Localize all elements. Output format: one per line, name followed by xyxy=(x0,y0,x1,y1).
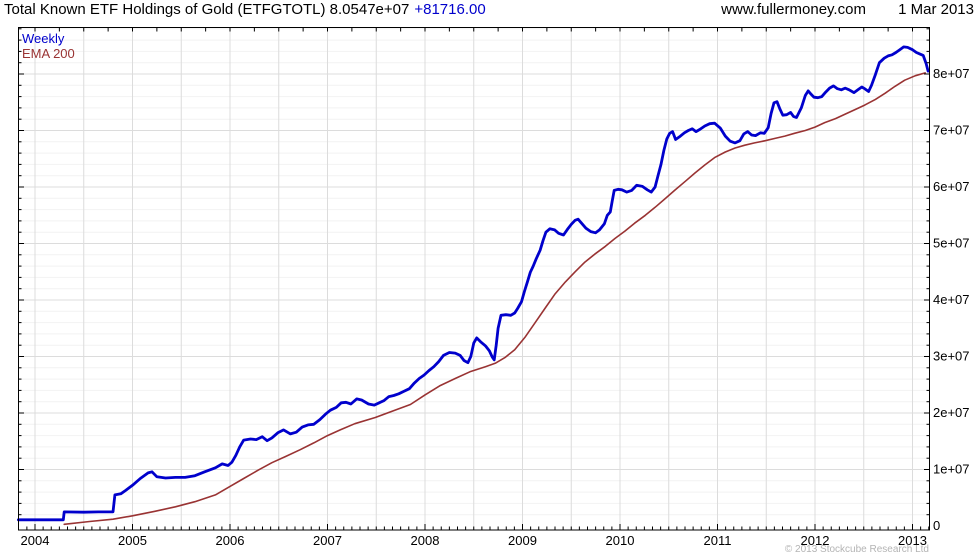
ema-line xyxy=(63,72,927,526)
legend-ema: EMA 200 xyxy=(22,46,75,61)
y-axis-labels: 0 1e+07 2e+07 3e+07 4e+07 5e+07 6e+07 7e+07 8e+0… xyxy=(933,66,970,533)
svg-text:2009: 2009 xyxy=(508,533,537,548)
svg-text:2004: 2004 xyxy=(21,533,50,548)
copyright-text: © 2013 Stockcube Research Ltd xyxy=(785,544,929,555)
chart-header: Total Known ETF Holdings of Gold (ETFGTO… xyxy=(4,1,974,18)
svg-text:5e+07: 5e+07 xyxy=(933,236,970,251)
svg-text:1e+07: 1e+07 xyxy=(933,462,970,477)
svg-text:2007: 2007 xyxy=(313,533,342,548)
svg-text:2011: 2011 xyxy=(704,533,732,548)
svg-text:2010: 2010 xyxy=(606,533,635,548)
chart-header-right: www.fullermoney.com 1 Mar 2013 xyxy=(693,1,974,18)
svg-text:3e+07: 3e+07 xyxy=(933,349,970,364)
chart-legend: Weekly EMA 200 xyxy=(22,31,75,61)
svg-text:8e+07: 8e+07 xyxy=(933,66,970,81)
svg-text:2013: 2013 xyxy=(898,533,927,548)
chart-title: Total Known ETF Holdings of Gold (ETFGTO… xyxy=(4,1,410,18)
site-name: www.fullermoney.com xyxy=(721,1,866,18)
gridlines xyxy=(18,27,930,530)
svg-text:2006: 2006 xyxy=(216,533,245,548)
last-change-value: +81716.00 xyxy=(414,1,486,18)
svg-text:2005: 2005 xyxy=(118,533,147,548)
svg-text:2e+07: 2e+07 xyxy=(933,405,970,420)
axis-ticks xyxy=(18,27,930,530)
x-axis-labels: 2004 2005 2006 2007 2008 2009 2010 2011 2012 2013 xyxy=(21,533,927,548)
svg-text:2008: 2008 xyxy=(411,533,440,548)
svg-text:4e+07: 4e+07 xyxy=(933,292,970,307)
svg-text:7e+07: 7e+07 xyxy=(933,123,970,138)
price-line xyxy=(16,45,930,522)
chart-title-block: Total Known ETF Holdings of Gold (ETFGTO… xyxy=(4,1,486,18)
legend-weekly: Weekly xyxy=(22,31,65,46)
svg-text:6e+07: 6e+07 xyxy=(933,179,970,194)
chart-date: 1 Mar 2013 xyxy=(898,1,974,18)
svg-text:2012: 2012 xyxy=(801,533,830,548)
svg-text:0: 0 xyxy=(933,518,940,533)
